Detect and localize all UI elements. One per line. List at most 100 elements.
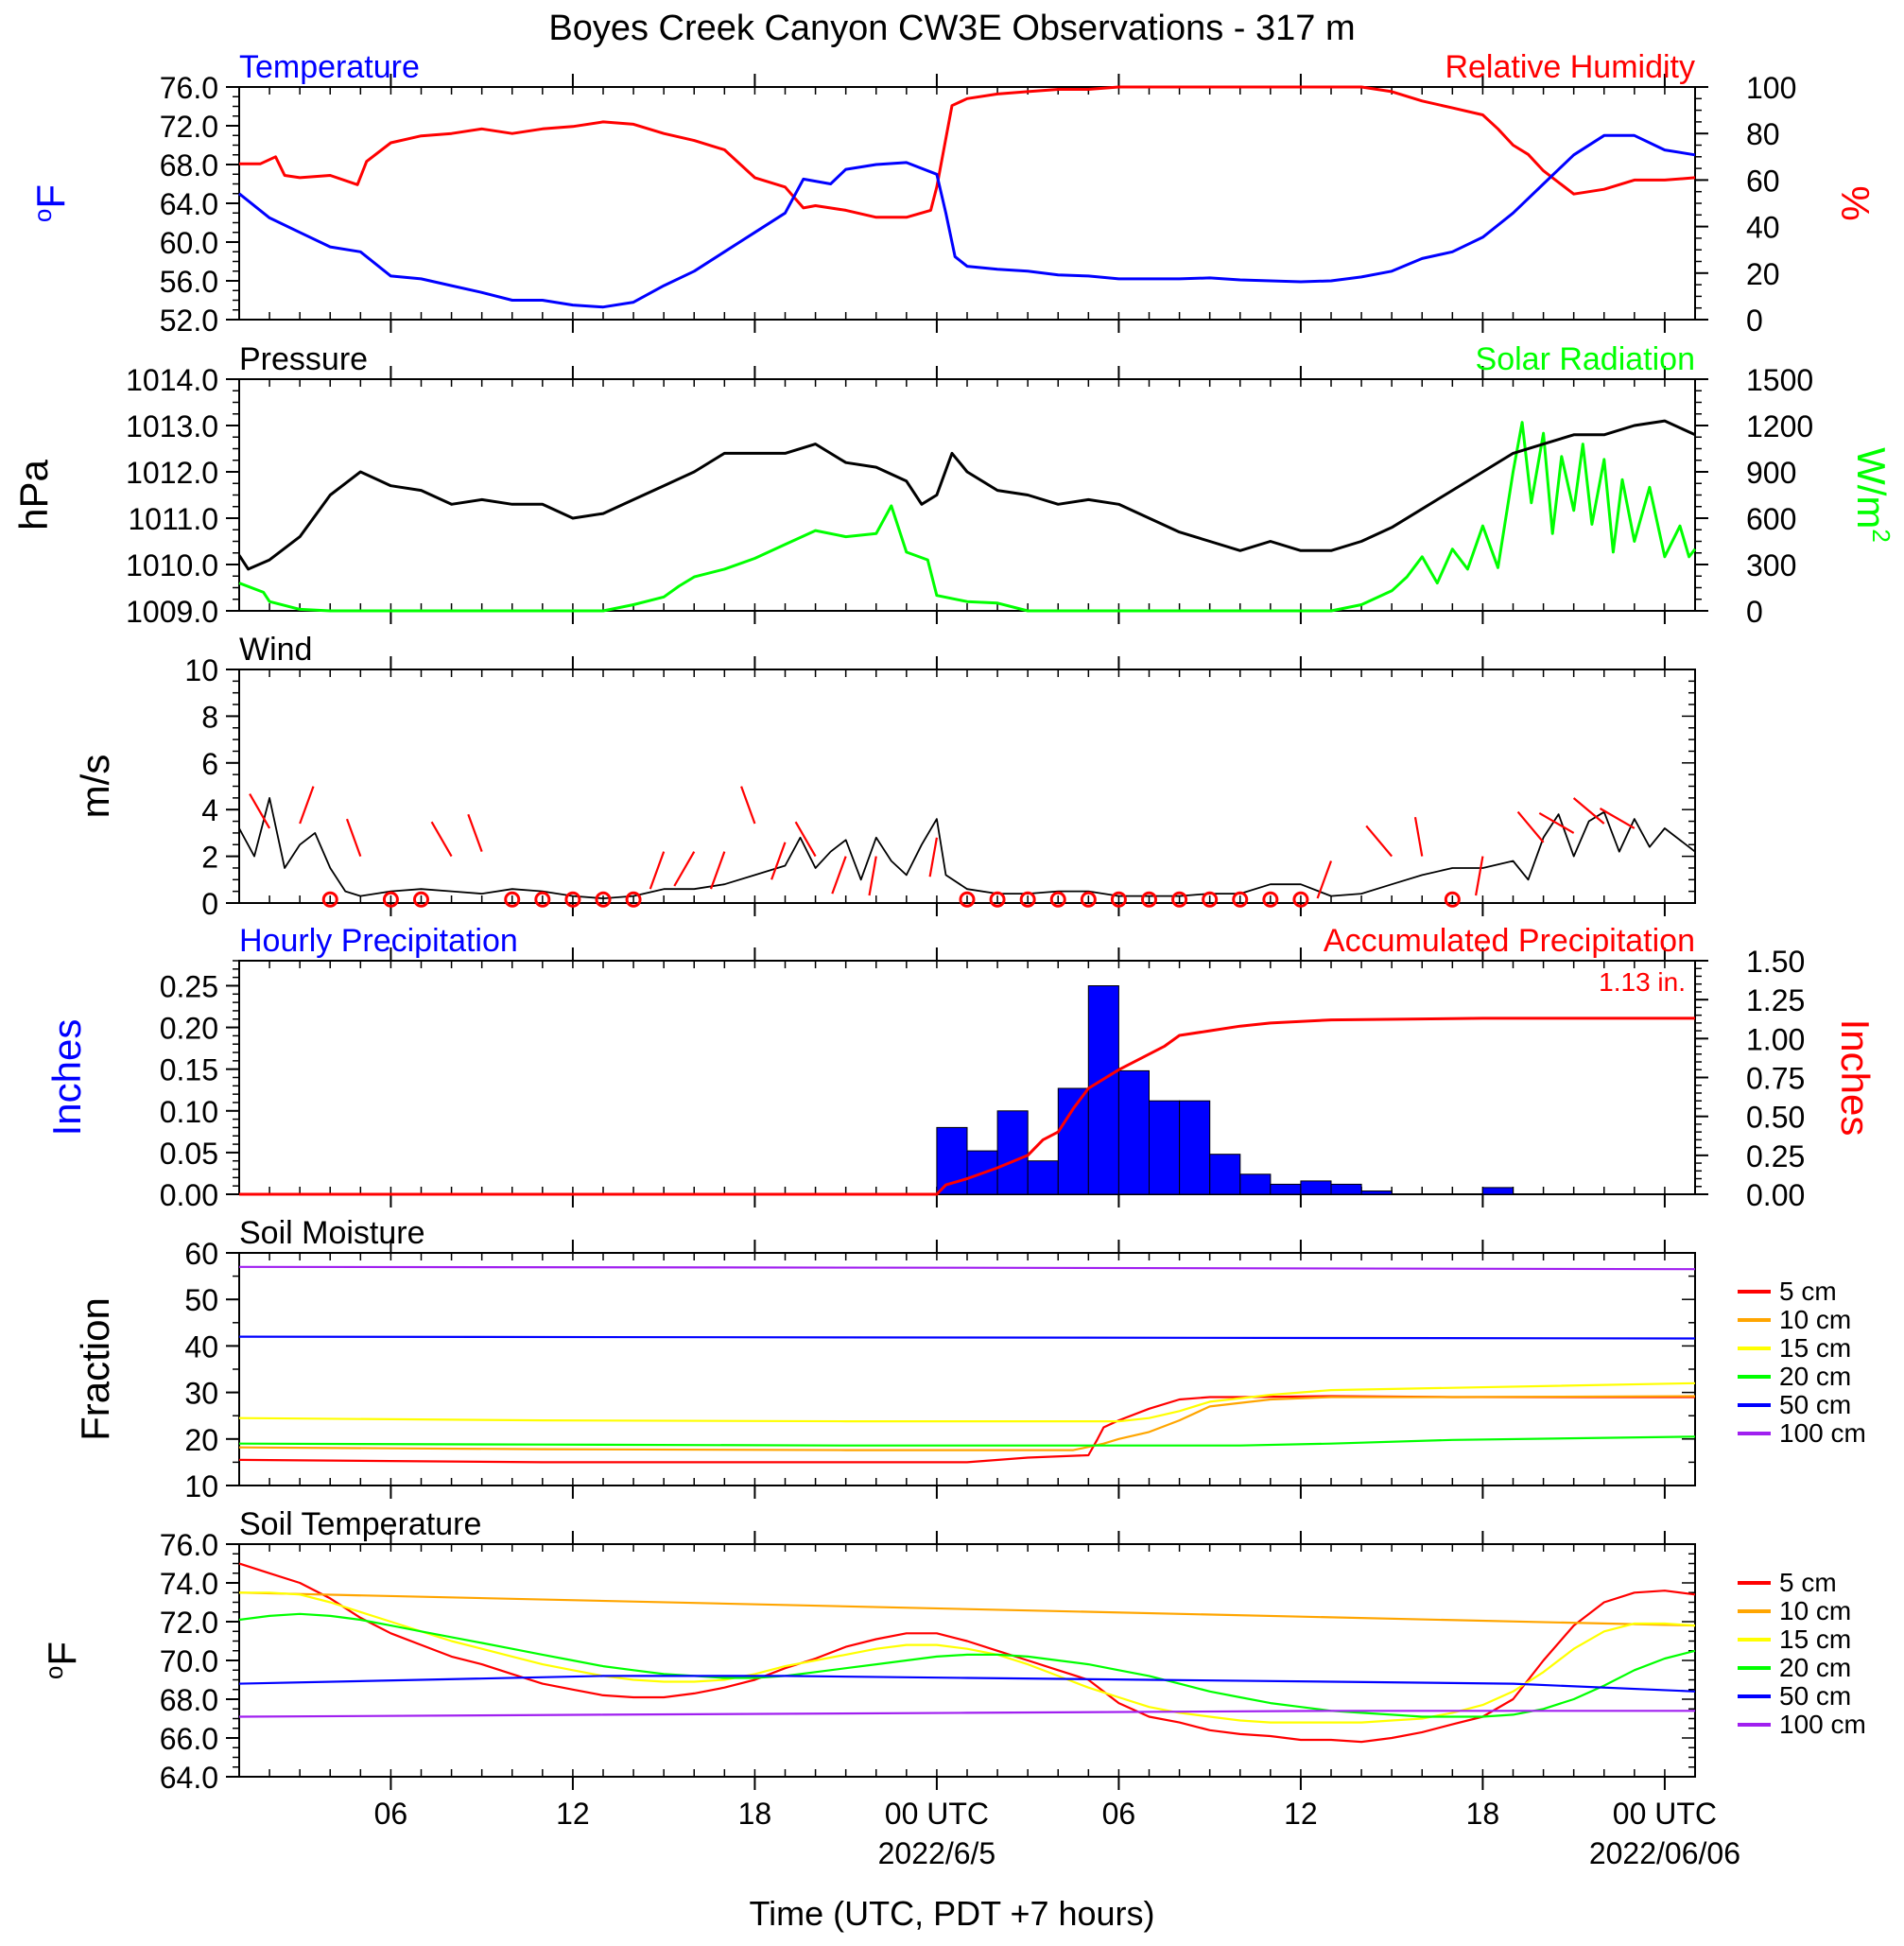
y-right-axis-label-wm2: W/m2	[1849, 447, 1895, 543]
y-tick-label: 60.0	[160, 226, 218, 260]
x-date-label: 2022/06/06	[1589, 1836, 1740, 1870]
panel-title-pressure: Pressure	[239, 341, 368, 377]
accumulated-total-annotation: 1.13 in.	[1599, 967, 1686, 997]
precip-bar	[1087, 985, 1119, 1195]
y-tick-label: 4	[201, 793, 218, 827]
wind-barb	[649, 851, 666, 890]
y-tick-label: 64.0	[160, 187, 218, 221]
panel-title-hourly-precip: Hourly Precipitation	[239, 923, 518, 959]
y-right-tick-label: 1.50	[1746, 945, 1805, 979]
y-right-tick-label: 0.00	[1746, 1178, 1805, 1212]
precip-bar	[1057, 1087, 1089, 1195]
y-tick-label: 0.15	[160, 1053, 218, 1087]
legend-label: 100 cm	[1779, 1710, 1866, 1739]
wind-barb-calm	[989, 891, 1006, 908]
y-axis-label-hpa: hPa	[11, 459, 56, 530]
y-right-tick-label: 60	[1746, 164, 1780, 198]
y-tick-label: 6	[201, 747, 218, 781]
y-right-tick-label: 1200	[1746, 409, 1813, 443]
precip-bar	[1239, 1173, 1272, 1195]
y-tick-label: 64.0	[160, 1761, 218, 1795]
wind-barb	[770, 842, 787, 880]
solar-radiation-line	[238, 421, 1697, 613]
wind-barb	[467, 813, 483, 853]
x-axis-label: Time (UTC, PDT +7 hours)	[749, 1894, 1154, 1933]
x-tick-label: 00 UTC	[1613, 1797, 1717, 1831]
precip-bar	[1209, 1154, 1241, 1195]
precip-bar	[1270, 1183, 1302, 1195]
figure-title: Boyes Creek Canyon CW3E Observations - 3…	[548, 9, 1355, 48]
y-tick-label: 50	[184, 1283, 218, 1317]
y-axis-label-fraction: Fraction	[73, 1297, 117, 1441]
wind-barb	[1572, 797, 1605, 825]
x-tick-label: 18	[1466, 1797, 1500, 1831]
precip-bar	[1360, 1190, 1393, 1195]
legend-label: 5 cm	[1779, 1277, 1837, 1306]
soil-temperature-line	[239, 1591, 1696, 1724]
y-tick-label: 10	[184, 653, 218, 687]
x-date-label: 2022/6/5	[878, 1836, 996, 1870]
wind-barb	[299, 786, 315, 825]
legend-label: 100 cm	[1779, 1418, 1866, 1448]
y-axis-label-degF: oF	[40, 1642, 84, 1679]
wind-barb	[868, 856, 877, 896]
y-right-tick-label: 80	[1746, 117, 1780, 151]
x-tick-label: 12	[1284, 1797, 1318, 1831]
y-tick-label: 8	[201, 700, 218, 734]
precip-bar	[1179, 1100, 1211, 1195]
wind-barb	[1316, 860, 1333, 899]
soil-temperature-line	[238, 1591, 1696, 1627]
y-tick-label: 1011.0	[129, 502, 219, 536]
legend-label: 20 cm	[1779, 1653, 1851, 1682]
panel-title-accum-precip: Accumulated Precipitation	[1324, 923, 1695, 959]
wind-barb	[794, 821, 817, 858]
unit-F: F	[40, 1642, 84, 1666]
wind-barb-calm	[1202, 891, 1219, 908]
y-right-tick-label: 100	[1746, 71, 1796, 105]
wind-barb-calm	[413, 891, 429, 908]
y-axis-label-ms: m/s	[73, 755, 117, 819]
wind-barb-calm	[1171, 891, 1188, 908]
wind-barb	[1475, 856, 1484, 896]
wind-barb-calm	[1049, 891, 1066, 908]
x-tick-label: 00 UTC	[885, 1797, 989, 1831]
y-axis-label-inches-left: Inches	[44, 1019, 89, 1137]
y-right-tick-label: 0.25	[1746, 1139, 1805, 1173]
y-right-tick-label: 0	[1746, 304, 1763, 338]
y-tick-label: 0.10	[160, 1095, 218, 1129]
precip-bar	[1330, 1183, 1362, 1195]
panel-title-soil-temperature: Soil Temperature	[239, 1506, 481, 1542]
panels-group: 52.056.060.064.068.072.076.0020406080100…	[11, 49, 1895, 1870]
wind-barb-calm	[1019, 891, 1036, 908]
y-right-tick-label: 0	[1746, 595, 1763, 629]
wind-barb-calm	[1141, 891, 1157, 908]
y-right-tick-label: 1.25	[1746, 983, 1805, 1017]
y-tick-label: 0	[201, 887, 218, 921]
y-right-axis-label-percent: %	[1833, 185, 1878, 220]
y-tick-label: 76.0	[160, 1528, 218, 1562]
wind-barb-calm	[564, 891, 581, 908]
legend-label: 50 cm	[1779, 1390, 1851, 1419]
y-tick-label: 74.0	[160, 1567, 218, 1601]
x-tick-label: 06	[1102, 1797, 1136, 1831]
y-tick-label: 1013.0	[126, 409, 218, 443]
precip-bar	[996, 1110, 1029, 1195]
y-tick-label: 56.0	[160, 265, 218, 299]
panel-title-wind: Wind	[239, 632, 312, 668]
y-right-tick-label: 40	[1746, 211, 1780, 245]
wind-barb	[1413, 817, 1424, 857]
y-right-tick-label: 1.00	[1746, 1022, 1805, 1056]
panel-title-soil-moisture: Soil Moisture	[239, 1215, 425, 1251]
wind-barb	[1538, 811, 1575, 834]
degree-symbol: o	[28, 209, 57, 222]
pressure-line	[237, 419, 1696, 571]
y-tick-label: 68.0	[160, 1683, 218, 1717]
y-tick-label: 2	[201, 841, 218, 875]
y-tick-label: 72.0	[160, 1606, 218, 1640]
temperature-line	[238, 133, 1696, 309]
wind-barb-calm	[534, 891, 551, 908]
wind-barb-calm	[959, 891, 976, 908]
y-right-tick-label: 600	[1746, 502, 1796, 536]
y-tick-label: 1010.0	[126, 548, 218, 582]
panel-title-solar: Solar Radiation	[1476, 341, 1695, 377]
